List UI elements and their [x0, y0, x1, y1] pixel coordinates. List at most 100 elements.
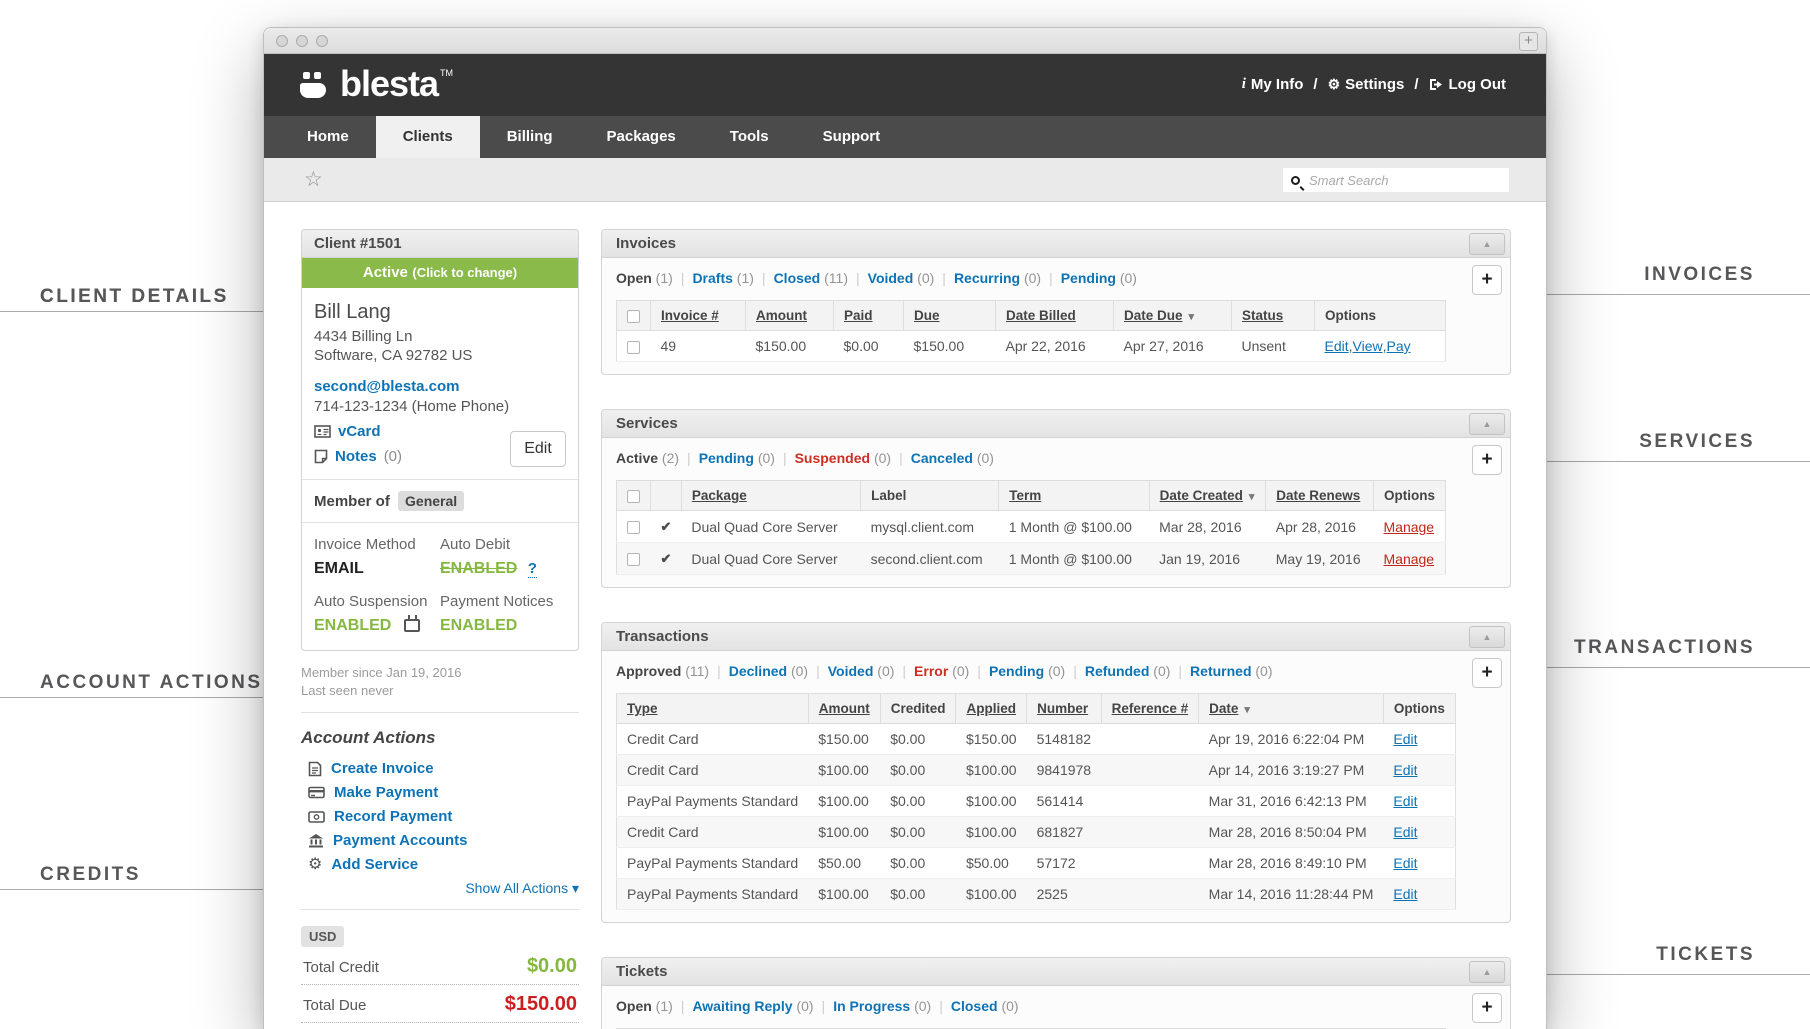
payment-accounts-link[interactable]: Record Payment [334, 808, 452, 825]
edit-client-button[interactable]: Edit [510, 431, 566, 467]
filter-refunded[interactable]: Refunded (0) [1085, 663, 1171, 679]
edit-transaction-link[interactable]: Edit [1393, 824, 1417, 840]
sort-type[interactable]: Type [627, 701, 658, 716]
calendar-icon[interactable] [404, 619, 420, 632]
filter-open[interactable]: Open (1) [616, 270, 673, 286]
add-service-button[interactable]: + [1472, 445, 1502, 475]
filter-open[interactable]: Open (1) [616, 998, 673, 1014]
tickets-title: Tickets [616, 963, 667, 980]
record-payment-link[interactable]: Payment Accounts [333, 832, 467, 849]
filter-canceled[interactable]: Canceled (0) [911, 450, 994, 466]
pay-invoice-link[interactable]: Pay [1387, 338, 1411, 354]
filter-active[interactable]: Active (2) [616, 450, 679, 466]
services-table: Package Label Term Date Created Date Ren… [616, 480, 1446, 575]
row-checkbox[interactable] [627, 553, 640, 566]
sort-due[interactable]: Due [914, 308, 940, 323]
bookmark-star-icon[interactable]: ☆ [304, 167, 323, 192]
collapse-button[interactable]: ▲ [1469, 413, 1505, 435]
sort-package[interactable]: Package [692, 488, 747, 503]
sort-invoice-number[interactable]: Invoice # [661, 308, 719, 323]
collapse-button[interactable]: ▲ [1469, 233, 1505, 255]
edit-invoice-link[interactable]: Edit [1325, 338, 1353, 354]
window-close-button[interactable] [276, 35, 288, 47]
filter-pending[interactable]: Pending (0) [1061, 270, 1137, 286]
services-title: Services [616, 415, 678, 432]
filter-error[interactable]: Error (0) [914, 663, 969, 679]
nav-tab-support[interactable]: Support [796, 116, 908, 158]
separator: / [1313, 76, 1317, 93]
nav-tab-billing[interactable]: Billing [480, 116, 580, 158]
sort-amount[interactable]: Amount [819, 701, 870, 716]
edit-transaction-link[interactable]: Edit [1393, 762, 1417, 778]
settings-link[interactable]: ⚙ Settings [1328, 76, 1405, 93]
sort-date-renews[interactable]: Date Renews [1276, 488, 1360, 503]
sort-term[interactable]: Term [1009, 488, 1041, 503]
sort-date-due[interactable]: Date Due [1124, 308, 1183, 323]
sort-amount[interactable]: Amount [756, 308, 807, 323]
filter-pending[interactable]: Pending (0) [699, 450, 775, 466]
nav-tab-home[interactable]: Home [280, 116, 376, 158]
window-minimize-button[interactable] [296, 35, 308, 47]
transaction-row: Credit Card$100.00$0.00$100.009841978Apr… [617, 755, 1456, 786]
collapse-button[interactable]: ▲ [1469, 961, 1505, 983]
filter-closed[interactable]: Closed (0) [951, 998, 1019, 1014]
manage-service-link[interactable]: Manage [1384, 551, 1435, 567]
window-zoom-button[interactable] [316, 35, 328, 47]
annotation-tickets-label: TICKETS [1656, 944, 1755, 966]
nav-tab-tools[interactable]: Tools [703, 116, 796, 158]
edit-transaction-link[interactable]: Edit [1393, 855, 1417, 871]
search-input[interactable] [1309, 173, 1501, 188]
nav-tab-packages[interactable]: Packages [580, 116, 703, 158]
edit-transaction-link[interactable]: Edit [1393, 731, 1417, 747]
notes-link[interactable]: Notes [335, 448, 377, 465]
client-email-link[interactable]: second@blesta.com [314, 378, 460, 395]
row-checkbox[interactable] [627, 521, 640, 534]
vcard-link[interactable]: vCard [338, 423, 381, 440]
filter-voided[interactable]: Voided (0) [828, 663, 895, 679]
view-invoice-link[interactable]: View [1353, 338, 1387, 354]
filter-in-progress[interactable]: In Progress (0) [833, 998, 931, 1014]
sort-number[interactable]: Number [1037, 701, 1088, 716]
options-header: Options [1315, 301, 1446, 331]
sort-date[interactable]: Date [1209, 701, 1238, 716]
filter-pending[interactable]: Pending (0) [989, 663, 1065, 679]
select-all-checkbox[interactable] [627, 490, 640, 503]
my-info-link[interactable]: i My Info [1242, 76, 1304, 93]
sort-date-created[interactable]: Date Created [1160, 488, 1243, 503]
show-all-actions-link[interactable]: Show All Actions ▾ [465, 880, 579, 896]
sort-paid[interactable]: Paid [844, 308, 873, 323]
select-all-checkbox[interactable] [627, 310, 640, 323]
annotation-line [1512, 294, 1810, 295]
add-transaction-button[interactable]: + [1472, 658, 1502, 688]
row-checkbox[interactable] [627, 341, 640, 354]
invoices-table: Invoice # Amount Paid Due Date Billed Da… [616, 300, 1446, 362]
sort-date-billed[interactable]: Date Billed [1006, 308, 1076, 323]
make-payment-link[interactable]: Make Payment [334, 784, 438, 801]
filter-closed[interactable]: Closed (11) [774, 270, 848, 286]
collapse-button[interactable]: ▲ [1469, 626, 1505, 648]
add-service-link[interactable]: Add Service [331, 856, 418, 873]
add-invoice-button[interactable]: + [1472, 265, 1502, 295]
filter-approved[interactable]: Approved (11) [616, 663, 709, 679]
client-status-bar[interactable]: Active (Click to change) [302, 258, 578, 288]
edit-transaction-link[interactable]: Edit [1393, 886, 1417, 902]
log-out-link[interactable]: Log Out [1429, 76, 1506, 93]
filter-recurring[interactable]: Recurring (0) [954, 270, 1041, 286]
manage-service-link[interactable]: Manage [1384, 519, 1435, 535]
nav-tab-clients[interactable]: Clients [376, 116, 480, 158]
edit-transaction-link[interactable]: Edit [1393, 793, 1417, 809]
filter-declined[interactable]: Declined (0) [729, 663, 808, 679]
filter-voided[interactable]: Voided (0) [868, 270, 935, 286]
filter-suspended[interactable]: Suspended (0) [795, 450, 891, 466]
sort-applied[interactable]: Applied [966, 701, 1016, 716]
sort-status[interactable]: Status [1242, 308, 1283, 323]
filter-awaiting-reply[interactable]: Awaiting Reply (0) [692, 998, 813, 1014]
create-invoice-link[interactable]: Create Invoice [331, 760, 434, 777]
new-tab-button[interactable]: + [1519, 32, 1538, 51]
sort-reference[interactable]: Reference # [1112, 701, 1189, 716]
filter-drafts[interactable]: Drafts (1) [692, 270, 753, 286]
add-ticket-button[interactable]: + [1472, 993, 1502, 1023]
filter-returned[interactable]: Returned (0) [1190, 663, 1272, 679]
auto-debit-help-link[interactable]: ? [528, 560, 537, 578]
annotation-credits-label: CREDITS [40, 864, 141, 886]
